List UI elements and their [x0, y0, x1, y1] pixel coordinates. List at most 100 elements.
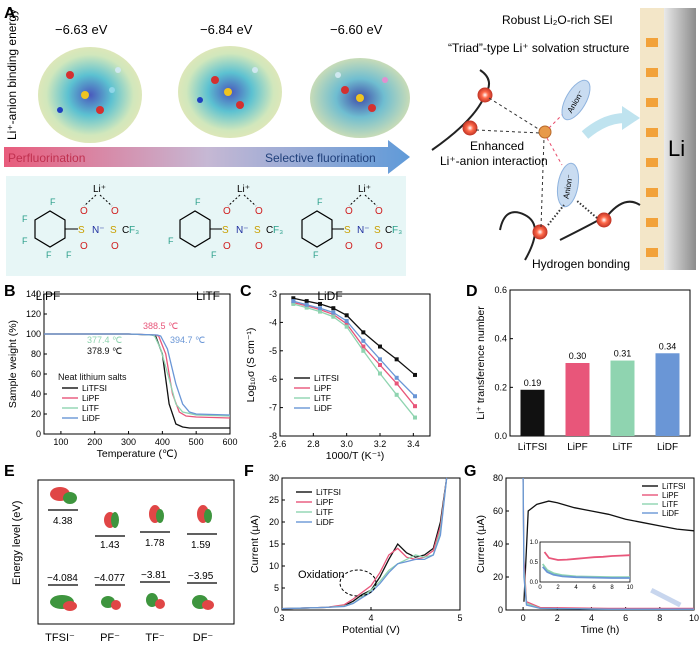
- point-lidf-0: [291, 299, 296, 304]
- series-line-lidf: [44, 333, 231, 416]
- series-line-lipf: [293, 301, 416, 407]
- salt-label-lidf: LiDF: [317, 289, 342, 303]
- salt-label-litf: LiTF: [196, 289, 220, 303]
- triad-label: “Triad”-type Li⁺ solvation structure: [448, 41, 630, 55]
- inset-x-tick-4: 8: [610, 585, 614, 591]
- legend-label-litfsi: LiTFSI: [314, 373, 339, 383]
- panel-letter-b: B: [4, 283, 16, 300]
- bar-value-litf: 0.31: [614, 349, 632, 359]
- sei-dots: [646, 38, 658, 257]
- y-tick-label-0: 0: [36, 429, 41, 439]
- svg-text:F: F: [22, 236, 28, 246]
- lumo-value-tfsi: 4.38: [53, 516, 73, 527]
- legend-label-lipf: LiPF: [316, 497, 333, 507]
- point-litfsi-6: [378, 344, 382, 349]
- solvent-oxygen-3: [532, 224, 548, 240]
- panel-e-energy-levels: Energy level (eV) 4.38 1.43 1.78 1.59 −4…: [11, 479, 235, 644]
- svg-text:S: S: [78, 225, 85, 236]
- legend-label-litfsi: LiTFSI: [82, 383, 107, 393]
- legend-label-lipf: LiPF: [82, 393, 99, 403]
- svg-text:O: O: [255, 206, 263, 217]
- x-tick-label-lidf: LiDF: [657, 442, 678, 453]
- coordination-line-3: [540, 137, 545, 228]
- panel-letter-d: D: [466, 283, 478, 300]
- toward-sei-arrowhead: [622, 106, 640, 130]
- x-tick-label-0: 3: [279, 613, 284, 623]
- x-tick-label-3: 6: [623, 613, 628, 623]
- svg-text:F: F: [46, 250, 52, 260]
- panel-f-oxidation: Oxidation: [298, 569, 377, 597]
- svg-text:S: S: [374, 225, 381, 236]
- y-tick-label-3: 60: [31, 369, 41, 379]
- y-tick-label-4: 80: [493, 473, 503, 483]
- inset-x-tick-1: 2: [556, 585, 560, 591]
- point-litf-6: [378, 371, 382, 376]
- axes-frame-b: [43, 293, 231, 435]
- inset-y-tick-1: 0.5: [530, 560, 539, 566]
- panel-letter-g: G: [464, 463, 476, 480]
- point-litfsi-2: [318, 301, 322, 306]
- x-tick-label-1: 2: [555, 613, 560, 623]
- inset-series-lidf: [542, 566, 630, 579]
- x-tick-label-0: 100: [53, 437, 68, 447]
- y-tick-label-0: 0: [498, 605, 503, 615]
- y-tick-label-0: 0: [274, 605, 279, 615]
- y-tick-label-0: -8: [269, 431, 277, 441]
- svg-text:O: O: [111, 241, 119, 252]
- bar-litf: [610, 360, 635, 436]
- x-tick-label-5: 600: [222, 437, 237, 447]
- esp-surface-lipf: [38, 47, 142, 143]
- y-tick-label-2: 40: [493, 539, 503, 549]
- y-tick-label-2: 40: [31, 389, 41, 399]
- bar-litfsi: [520, 389, 545, 436]
- svg-text:Li⁺: Li⁺: [237, 184, 250, 195]
- svg-text:Li⁺: Li⁺: [358, 184, 371, 195]
- y-tick-label-2: -6: [269, 374, 277, 384]
- point-litf-2: [318, 309, 322, 314]
- chart-f-lsv: 3 4 5 0 5 10 15 20 25 30 Potential (V) Current (μA)…: [249, 473, 463, 636]
- inset-x-tick-0: 0: [538, 585, 542, 591]
- point-lipf-6: [378, 363, 382, 367]
- x-tick-label-3: 400: [155, 437, 170, 447]
- lumo-value-tf: 1.78: [145, 538, 165, 549]
- solvent-chain-1: [431, 69, 490, 151]
- svg-text:F: F: [317, 197, 323, 207]
- svg-text:F: F: [66, 250, 72, 260]
- svg-text:N⁻: N⁻: [236, 225, 249, 236]
- legend-label-lidf: LiDF: [662, 509, 679, 518]
- point-litf-1: [304, 305, 309, 310]
- point-litfsi-8: [413, 372, 417, 377]
- salt-label-lipf: LiPF: [36, 289, 61, 303]
- inset-x-tick-2: 4: [574, 585, 578, 591]
- svg-text:N⁻: N⁻: [92, 225, 105, 236]
- x-tick-label-1: 4: [368, 613, 373, 623]
- solvent-oxygen-2: [462, 120, 478, 136]
- energy-label-2: −6.84 eV: [200, 22, 253, 37]
- svg-text:O: O: [223, 206, 231, 217]
- x-tick-label-4: 3.4: [407, 439, 420, 449]
- point-litfsi-7: [394, 357, 399, 362]
- x-tick-label-5: 10: [689, 613, 699, 623]
- homo-value-tf: −3.81: [141, 570, 167, 581]
- svg-text:O: O: [80, 241, 88, 252]
- svg-text:O: O: [80, 206, 88, 217]
- x-tick-label-0: 0: [521, 613, 526, 623]
- li-metal-label: Li: [668, 136, 685, 161]
- legend-label-lidf: LiDF: [316, 517, 334, 527]
- hbond-line-2: [575, 199, 598, 219]
- series-line-lidf: [281, 477, 448, 610]
- lumo-value-df: 1.59: [191, 540, 211, 551]
- x-axis-label: Time (h): [581, 624, 620, 636]
- y-tick-label-3: 60: [493, 506, 503, 516]
- legend-label-litf: LiTF: [662, 500, 678, 509]
- point-litfsi-0: [291, 296, 296, 301]
- legend-label-lipf: LiPF: [314, 383, 331, 393]
- legend-label-litf: LiTF: [316, 507, 333, 517]
- point-lidf-4: [344, 318, 349, 323]
- li-ion: [538, 125, 552, 139]
- y-tick-label-3: -5: [269, 346, 277, 356]
- point-lipf-8: [413, 404, 417, 409]
- x-tick-label-4: 8: [657, 613, 662, 623]
- panel-letter-a: A: [4, 5, 16, 22]
- chart-c-conductivity: 2.6 2.8 3.0 3.2 3.4 -8 -7 -6 -5 -4 -3 1000/T (K⁻¹) L…: [245, 289, 431, 462]
